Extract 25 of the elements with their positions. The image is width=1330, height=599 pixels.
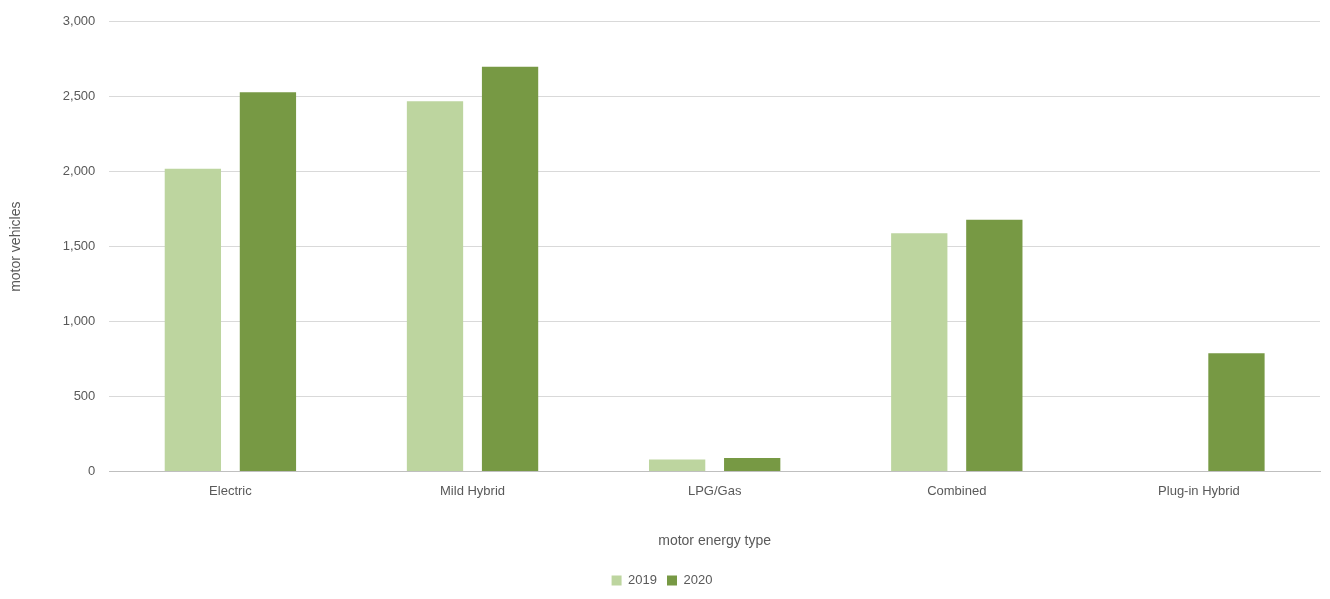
- y-tick-label: 500: [73, 388, 96, 404]
- x-tick-label: Electric: [209, 482, 253, 498]
- y-tick-label: 3,000: [62, 13, 96, 29]
- bar: [239, 92, 297, 472]
- y-tick-label: 2,500: [62, 88, 96, 104]
- bar: [1208, 353, 1265, 472]
- bar: [966, 219, 1023, 472]
- legend-label: 2019: [628, 572, 657, 588]
- y-tick-label: 2,000: [62, 163, 96, 179]
- bar: [891, 233, 948, 472]
- y-axis-title: motor vehicles: [7, 201, 24, 292]
- y-tick-label: 1,500: [62, 238, 96, 254]
- bar: [648, 459, 706, 472]
- x-axis-title: motor energy type: [658, 532, 772, 549]
- bar: [164, 168, 222, 472]
- x-tick-label: Combined: [927, 482, 987, 498]
- bar: [406, 101, 464, 472]
- y-tick-label: 0: [88, 463, 96, 479]
- y-tick-label: 1,000: [62, 313, 96, 329]
- x-tick-label: Mild Hybrid: [440, 482, 506, 498]
- bar: [724, 458, 781, 472]
- bar: [481, 66, 539, 472]
- legend-label: 2020: [683, 572, 713, 588]
- x-tick-label: LPG/Gas: [687, 482, 742, 498]
- x-tick-label: Plug-in Hybrid: [1158, 482, 1240, 498]
